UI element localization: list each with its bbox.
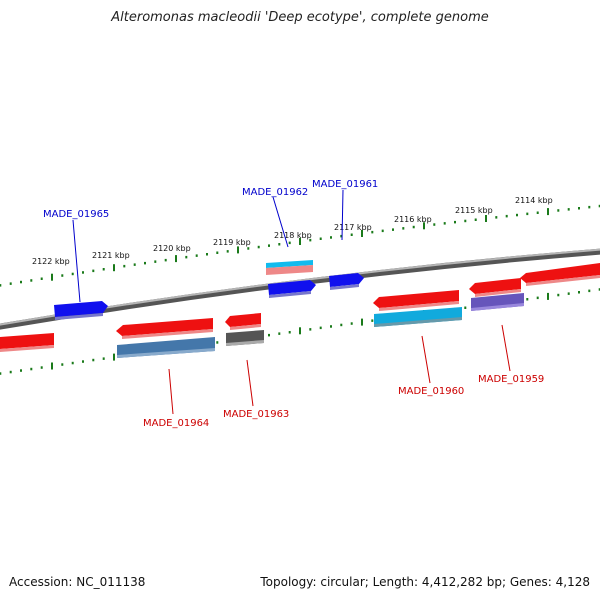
map-title: Alteromonas macleodii 'Deep ecotype', co… (111, 10, 489, 25)
gene-arrow-MADE_01965[interactable] (54, 301, 108, 317)
kbp-labels: 2122 kbp 2121 kbp 2120 kbp 2119 kbp 2118… (32, 196, 553, 266)
leader-line (246, 359, 254, 407)
kbp-label: 2117 kbp (334, 223, 372, 232)
kbp-label: 2122 kbp (32, 257, 70, 266)
gene-arrow-red[interactable] (373, 290, 459, 308)
genome-stats-text: Topology: circular; Length: 4,412,282 bp… (260, 575, 590, 589)
gene-arrow-red[interactable] (520, 263, 600, 283)
leader-line (272, 196, 289, 248)
forward-genes (54, 260, 364, 320)
gene-shadow (475, 289, 521, 297)
gene-label-forward[interactable]: MADE_01961 (312, 179, 378, 190)
gene-label-forward[interactable]: MADE_01962 (242, 187, 308, 198)
gene-label-reverse[interactable]: MADE_01963 (223, 409, 289, 420)
kbp-label: 2118 kbp (274, 231, 312, 240)
gene-shadow (269, 291, 311, 298)
kbp-label: 2120 kbp (153, 244, 191, 253)
gene-arrow-MADE_01961[interactable] (329, 273, 364, 287)
leader-line (168, 368, 174, 415)
gene-box-pink[interactable] (266, 265, 313, 275)
gene-shadow (122, 329, 213, 339)
kbp-label: 2114 kbp (515, 196, 553, 205)
gene-labels: MADE_01965 MADE_01962 MADE_01961 MADE_01… (43, 179, 544, 429)
gene-arrow-red[interactable] (225, 313, 261, 327)
gene-label-reverse[interactable]: MADE_01959 (478, 374, 544, 385)
gene-arrow-red[interactable] (116, 318, 213, 336)
gene-shadow (526, 275, 600, 286)
gene-shadow (379, 301, 459, 311)
gene-box-light-blue[interactable] (266, 260, 313, 268)
kbp-label: 2116 kbp (394, 215, 432, 224)
kbp-label: 2115 kbp (455, 206, 493, 215)
gene-label-reverse[interactable]: MADE_01960 (398, 386, 464, 397)
accession-text: Accession: NC_011138 (9, 575, 146, 589)
leader-line (501, 324, 511, 372)
gene-label-forward[interactable]: MADE_01965 (43, 209, 109, 220)
gene-arrow-red[interactable] (469, 278, 521, 294)
kbp-label: 2121 kbp (92, 251, 130, 260)
gene-shadow (471, 303, 524, 311)
gene-arrow-MADE_01962[interactable] (268, 280, 316, 295)
gene-shadow (226, 340, 264, 346)
gene-shadow (230, 324, 261, 330)
gene-shadow (0, 345, 54, 352)
label-leaders (72, 189, 511, 415)
gene-box-MADE_01960[interactable] (374, 307, 462, 327)
gene-shadow (374, 317, 462, 327)
gene-arrow-red[interactable] (0, 333, 54, 349)
leader-line (72, 219, 81, 303)
gene-label-reverse[interactable]: MADE_01964 (143, 418, 209, 429)
gene-shadow (55, 313, 103, 320)
gene-shadow (117, 348, 215, 358)
leader-line (421, 335, 431, 384)
reverse-genes (0, 263, 600, 358)
gene-shadow (330, 284, 359, 290)
kbp-label: 2119 kbp (213, 238, 251, 247)
leader-line (341, 189, 344, 241)
